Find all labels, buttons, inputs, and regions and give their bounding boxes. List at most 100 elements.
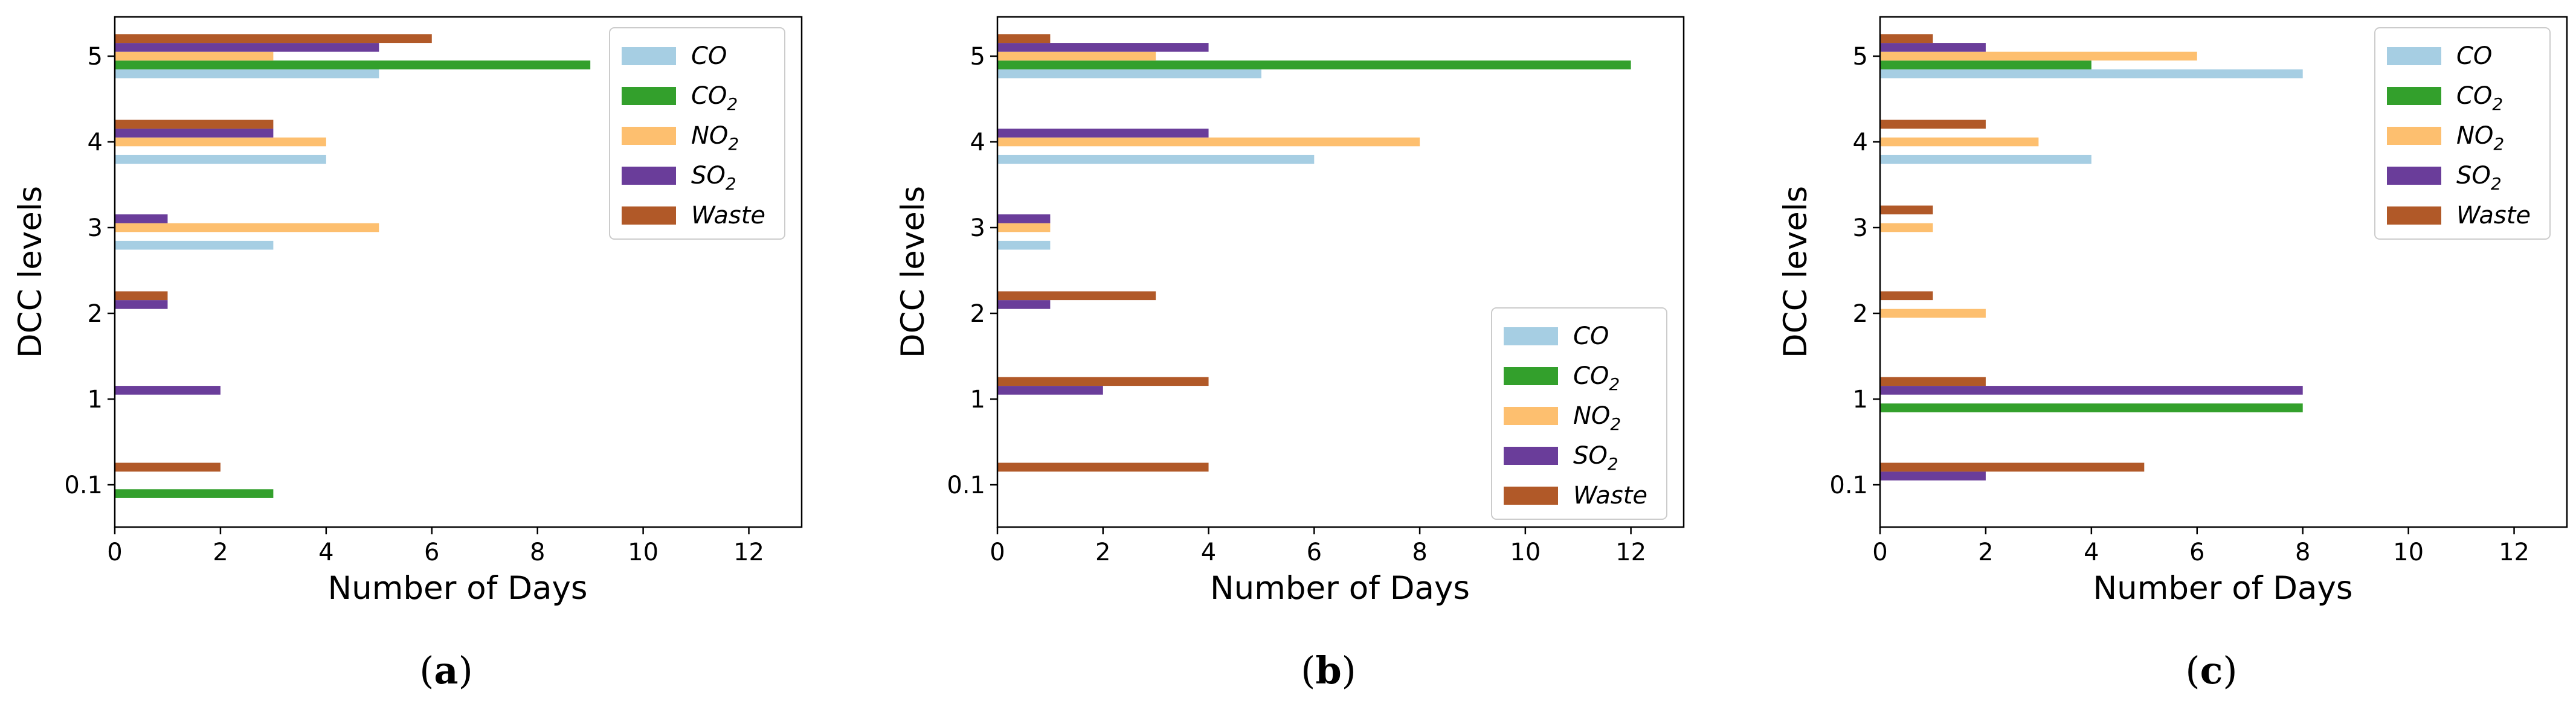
bar bbox=[997, 43, 1209, 52]
y-tick-label: 3 bbox=[88, 214, 103, 242]
x-tick-label: 8 bbox=[1412, 539, 1427, 566]
bar bbox=[115, 34, 432, 43]
bar bbox=[997, 129, 1209, 138]
legend-swatch bbox=[622, 127, 676, 145]
plot-frame bbox=[114, 16, 803, 528]
y-axis-label: DCC levels bbox=[12, 186, 49, 358]
bar bbox=[1880, 403, 2303, 412]
y-tick-label: 0.1 bbox=[947, 472, 985, 499]
legend-label: SO2 bbox=[2456, 162, 2502, 194]
legend-swatch bbox=[1504, 327, 1558, 345]
legend-label: CO bbox=[1573, 322, 1609, 350]
bar bbox=[115, 240, 274, 250]
bar bbox=[115, 291, 168, 301]
y-tick-label: 5 bbox=[1853, 43, 1868, 71]
bar bbox=[115, 129, 274, 138]
bar bbox=[997, 60, 1631, 69]
x-tick-label: 4 bbox=[318, 539, 333, 566]
legend-swatch bbox=[2387, 127, 2441, 145]
legend-label: NO2 bbox=[2456, 122, 2504, 154]
y-tick-label: 1 bbox=[88, 386, 103, 414]
legend-swatch bbox=[1504, 367, 1558, 385]
bar bbox=[115, 489, 274, 498]
y-axis-label: DCC levels bbox=[1777, 186, 1814, 358]
legend-label: CO bbox=[2456, 42, 2492, 70]
legend-label: SO2 bbox=[1573, 442, 1618, 474]
y-tick-label: 0.1 bbox=[1829, 472, 1868, 499]
legend-swatch bbox=[1504, 487, 1558, 505]
bar bbox=[997, 51, 1156, 61]
x-tick-label: 10 bbox=[628, 539, 658, 566]
legend-box bbox=[609, 27, 785, 240]
y-tick-label: 2 bbox=[970, 300, 985, 328]
x-tick-label: 0 bbox=[1872, 539, 1887, 566]
x-tick-label: 12 bbox=[1615, 539, 1646, 566]
bar bbox=[115, 60, 591, 69]
bar bbox=[1880, 472, 1986, 481]
legend-label: Waste bbox=[2456, 202, 2531, 229]
legend-label: SO2 bbox=[691, 162, 736, 194]
subfigure-caption: (b) bbox=[1301, 648, 1356, 692]
y-tick-label: 2 bbox=[1853, 300, 1868, 328]
legend-swatch bbox=[1504, 407, 1558, 425]
bar bbox=[1880, 69, 2303, 78]
subfigure-caption: (a) bbox=[419, 648, 473, 692]
legend-box bbox=[2374, 27, 2551, 240]
x-tick-label: 2 bbox=[213, 539, 228, 566]
bar bbox=[997, 386, 1103, 395]
bar bbox=[997, 377, 1209, 386]
plot-frame bbox=[996, 16, 1685, 528]
x-tick-label: 4 bbox=[1201, 539, 1216, 566]
bar bbox=[1880, 137, 2039, 147]
legend-label: Waste bbox=[1573, 482, 1647, 510]
bar bbox=[115, 137, 326, 147]
legend-label: Waste bbox=[691, 202, 765, 229]
bar bbox=[997, 300, 1051, 309]
x-tick-label: 6 bbox=[2189, 539, 2204, 566]
bar bbox=[1880, 309, 1986, 318]
x-tick-label: 4 bbox=[2084, 539, 2099, 566]
bar bbox=[997, 137, 1420, 147]
y-tick-label: 3 bbox=[1853, 214, 1868, 242]
y-tick-label: 4 bbox=[1853, 129, 1868, 156]
y-tick-label: 4 bbox=[970, 129, 985, 156]
bar bbox=[1880, 205, 1933, 215]
y-tick-label: 1 bbox=[1853, 386, 1868, 414]
legend: CO CO2 NO2 SO2 Waste bbox=[2374, 27, 2551, 240]
bar bbox=[1880, 386, 2303, 395]
bar bbox=[1880, 291, 1933, 301]
legend-box bbox=[1491, 307, 1667, 520]
x-tick-label: 6 bbox=[1307, 539, 1322, 566]
bar bbox=[1880, 43, 1986, 52]
legend-swatch bbox=[1504, 447, 1558, 465]
legend-swatch bbox=[2387, 87, 2441, 105]
legend-swatch bbox=[622, 87, 676, 105]
x-tick-label: 10 bbox=[2393, 539, 2424, 566]
bar bbox=[997, 462, 1209, 472]
x-tick-label: 12 bbox=[2499, 539, 2529, 566]
bar bbox=[1880, 377, 1986, 386]
plot-frame bbox=[1879, 16, 2568, 528]
bar bbox=[115, 69, 379, 78]
x-tick-label: 2 bbox=[1095, 539, 1110, 566]
legend: CO CO2 NO2 SO2 Waste bbox=[609, 27, 785, 240]
bar bbox=[1880, 155, 2091, 164]
x-tick-label: 2 bbox=[1978, 539, 1993, 566]
bar bbox=[1880, 462, 2145, 472]
legend-swatch bbox=[622, 206, 676, 225]
legend-label: CO2 bbox=[2456, 82, 2503, 114]
bar bbox=[997, 223, 1051, 232]
y-tick-label: 1 bbox=[970, 386, 985, 414]
y-tick-label: 3 bbox=[970, 214, 985, 242]
legend-swatch bbox=[2387, 206, 2441, 225]
x-axis-label: Number of Days bbox=[1210, 570, 1470, 607]
legend-swatch bbox=[2387, 47, 2441, 65]
x-tick-label: 8 bbox=[2295, 539, 2310, 566]
bar bbox=[997, 34, 1051, 43]
x-tick-label: 8 bbox=[530, 539, 545, 566]
legend-swatch bbox=[622, 167, 676, 185]
